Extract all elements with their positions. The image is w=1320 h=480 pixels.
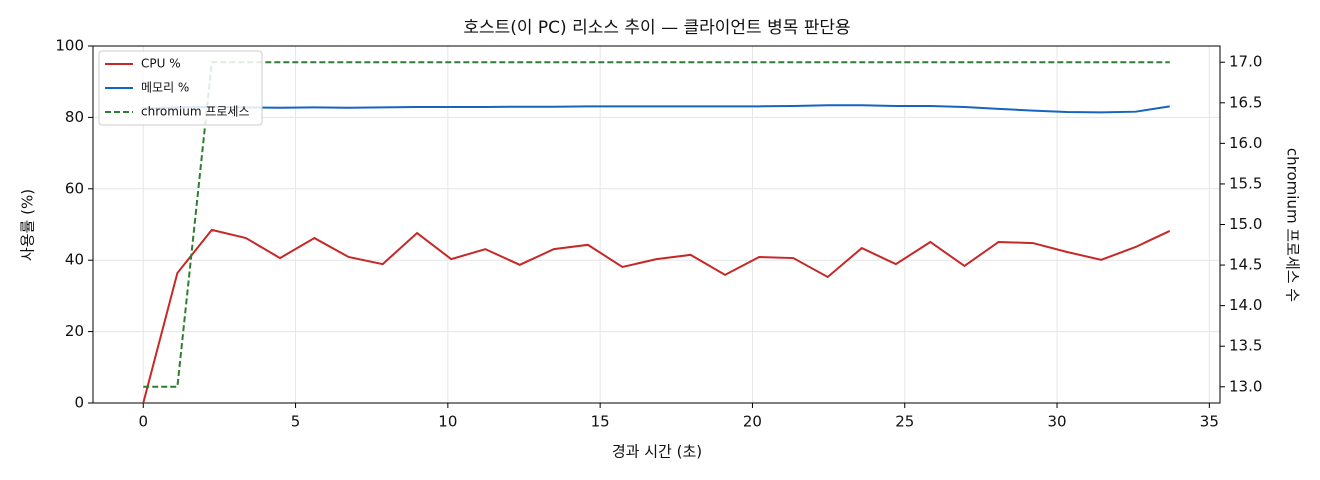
y2-tick-label: 15.0 [1229, 215, 1262, 233]
legend-box [98, 50, 263, 126]
y2-tick-label: 14.5 [1229, 256, 1262, 274]
legend-label: CPU % [141, 57, 181, 71]
y2-tick-label: 14.0 [1229, 296, 1262, 314]
y2-tick-label: 15.5 [1229, 174, 1262, 192]
x-tick-label: 25 [895, 413, 914, 431]
y-tick-label: 100 [55, 37, 84, 55]
x-tick-label: 15 [591, 413, 610, 431]
y2-axis-label: chromium 프로세스 수 [1284, 148, 1302, 302]
y2-tick-label: 16.0 [1229, 134, 1262, 152]
x-tick-label: 5 [291, 413, 301, 431]
x-tick-label: 30 [1047, 413, 1066, 431]
x-tick-label: 20 [743, 413, 762, 431]
y2-tick-label: 17.0 [1229, 53, 1262, 71]
chart-title: 호스트(이 PC) 리소스 추이 — 클라이언트 병목 판단용 [463, 18, 850, 38]
y-tick-label: 40 [65, 251, 84, 269]
y-tick-label: 80 [65, 108, 84, 126]
y-tick-label: 0 [74, 394, 84, 412]
x-tick-label: 0 [138, 413, 148, 431]
legend: CPU % 메모리 % chromium 프로세스 [98, 50, 263, 126]
series-line [143, 61, 1170, 388]
y2-tick-label: 13.5 [1229, 337, 1262, 355]
y-tick-label: 20 [65, 322, 84, 340]
x-tick-label: 35 [1200, 413, 1219, 431]
y-axis-label: 사용률 (%) [19, 189, 37, 261]
y-tick-label: 60 [65, 179, 84, 197]
y2-tick-label: 16.5 [1229, 93, 1262, 111]
series-line [143, 104, 1170, 114]
series-line [142, 228, 1171, 404]
x-tick-label: 10 [438, 413, 457, 431]
plot-frame [92, 45, 1221, 404]
legend-label: 메모리 % [141, 81, 189, 95]
y2-tick-label: 13.0 [1229, 377, 1262, 395]
x-axis-label: 경과 시간 (초) [612, 443, 702, 461]
legend-label: chromium 프로세스 [141, 105, 250, 119]
